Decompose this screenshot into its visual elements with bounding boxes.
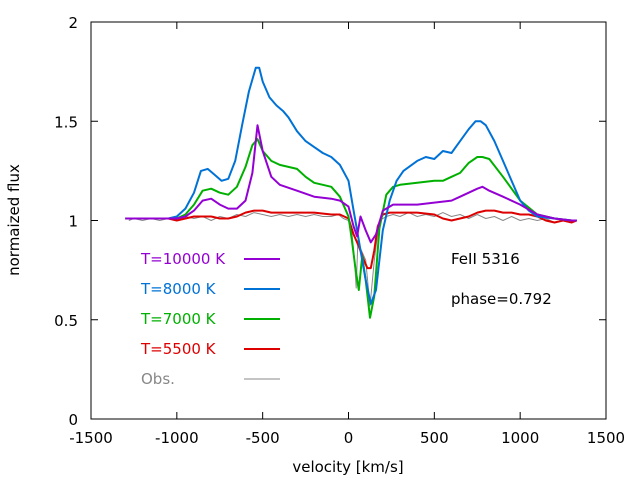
series-line-t-10000-k	[125, 124, 577, 244]
x-tick-label: -1500	[69, 429, 113, 447]
series-line-t-7000-k	[125, 138, 577, 319]
series-line-t-8000-k	[125, 66, 577, 305]
series-line-obs	[128, 212, 577, 307]
y-tick-label: 0.5	[54, 312, 78, 330]
legend: T=10000 K T=8000 K T=7000 K T=5500 K Obs.	[140, 250, 280, 388]
x-tick-label: 1500	[587, 429, 625, 447]
x-tick-label: -500	[246, 429, 280, 447]
y-tick-label: 2	[68, 14, 78, 32]
legend-label: T=7000 K	[140, 310, 217, 328]
series-line-t-5500-k	[125, 209, 578, 270]
y-tick-label: 1.5	[54, 113, 78, 131]
y-tick-label: 0	[68, 411, 78, 429]
x-tick-label: 0	[344, 429, 354, 447]
annotation-line-name: FeII 5316	[451, 250, 520, 268]
legend-label: Obs.	[141, 370, 175, 388]
annotation-phase: phase=0.792	[451, 290, 552, 308]
ticks-group	[90, 21, 607, 420]
x-axis-label: velocity [km/s]	[292, 458, 403, 476]
legend-label: T=8000 K	[140, 280, 217, 298]
series-group	[125, 66, 578, 319]
tick-labels-group: -1500 -1000 -500 0 500 1000 1500 0 0.5 1 1.5 2	[54, 14, 625, 447]
legend-label: T=10000 K	[140, 250, 226, 268]
x-tick-label: 500	[420, 429, 449, 447]
x-tick-label: 1000	[501, 429, 539, 447]
y-axis-label: normaized flux	[5, 164, 23, 276]
x-tick-label: -1000	[155, 429, 199, 447]
legend-label: T=5500 K	[140, 340, 217, 358]
y-tick-label: 1	[68, 213, 78, 231]
